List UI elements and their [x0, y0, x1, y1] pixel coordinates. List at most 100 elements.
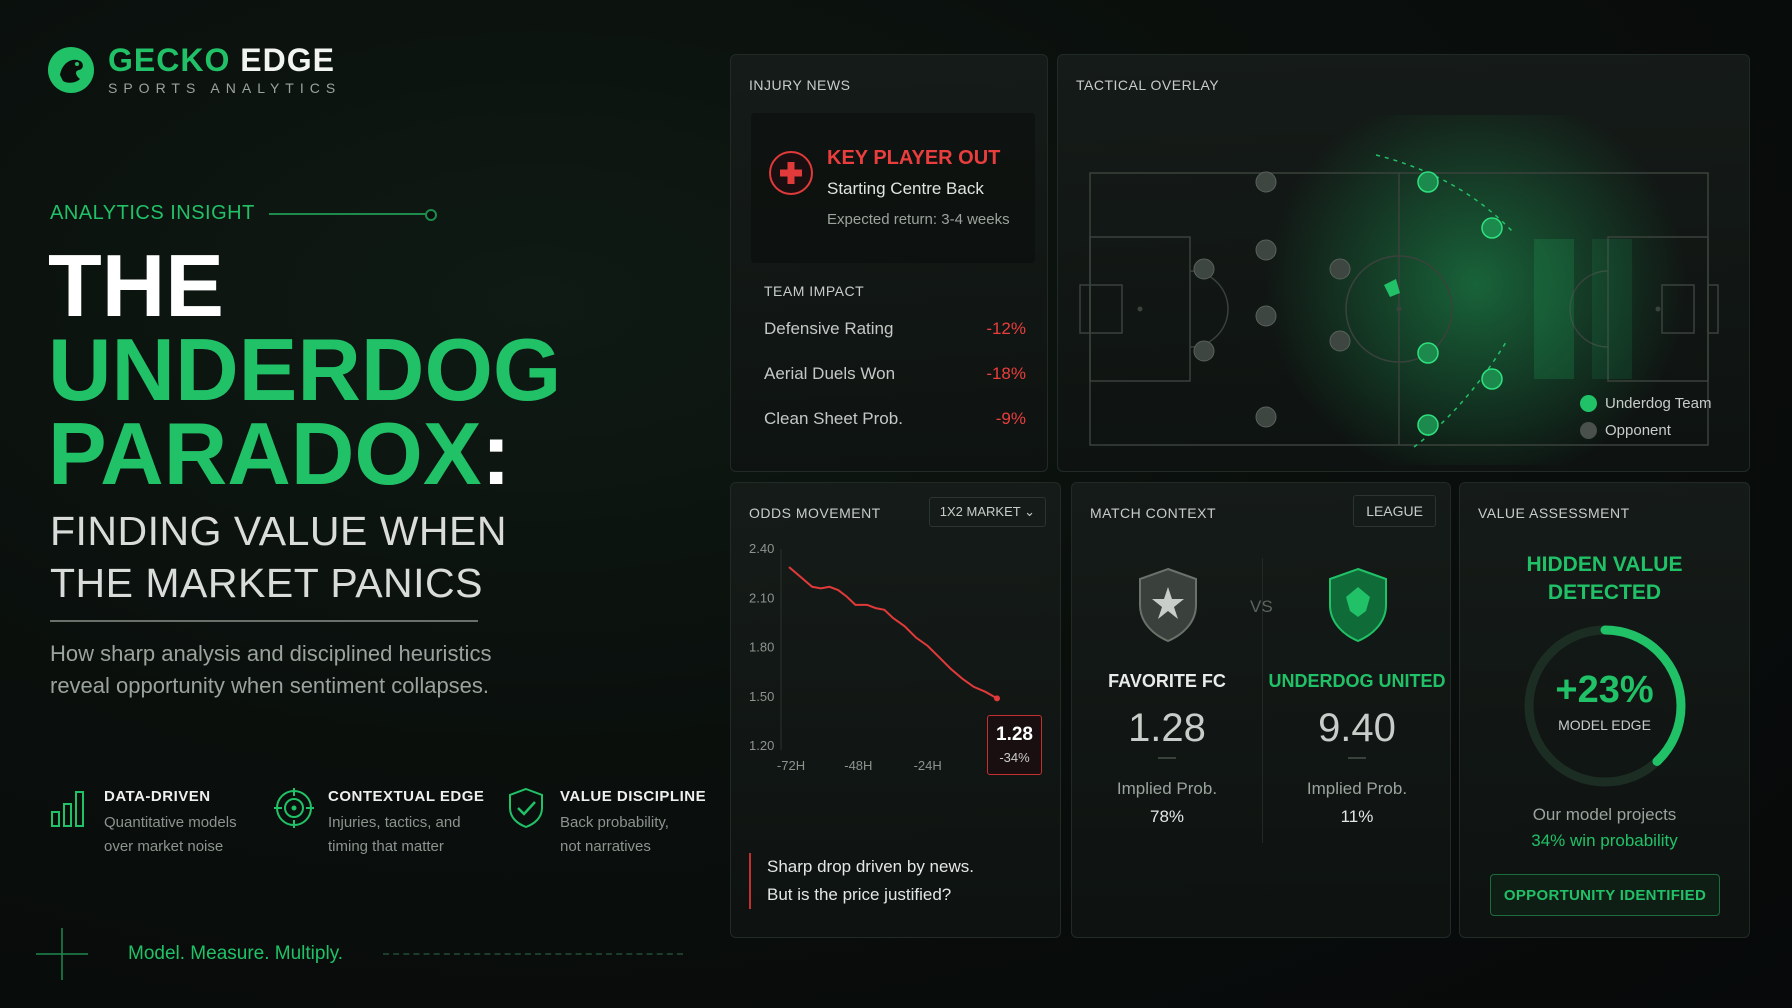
gauge-fill	[1524, 625, 1686, 787]
odds-underline	[1348, 757, 1366, 759]
eyebrow-line	[268, 208, 437, 221]
injury-alert-title: KEY PLAYER OUT	[827, 147, 1001, 169]
team-name: FAVORITE FC	[1108, 671, 1226, 691]
feature-title: DATA-DRIVEN	[104, 788, 211, 805]
match-divider	[1262, 558, 1263, 843]
x-tick-label: -72H	[777, 758, 805, 773]
odds-chart: 2.402.101.801.501.20-72H-48H-24HKO	[749, 541, 1006, 773]
subhead-line1: FINDING VALUE WHEN	[50, 508, 507, 554]
feature-text: Injuries, tactics, and timing that matte…	[328, 811, 484, 859]
impact-label: Clean Sheet Prob.	[764, 409, 903, 428]
brand-name: GECKO EDGE	[108, 44, 341, 76]
panel-title: TACTICAL OVERLAY	[1076, 77, 1220, 93]
impact-row: Defensive Rating -12%	[764, 319, 1026, 339]
value-headline-line1: HIDDEN VALUE	[1526, 553, 1683, 576]
impact-row: Clean Sheet Prob. -9%	[764, 409, 1026, 429]
y-tick-label: 2.10	[749, 590, 774, 605]
eyebrow-label: ANALYTICS INSIGHT	[50, 202, 255, 224]
headline-line3-text: PARADOX	[48, 404, 482, 503]
value-projection-line2: 34% win probability	[1531, 831, 1678, 850]
feature-text: Back probability, not narratives	[560, 811, 706, 859]
pressure-glow	[1266, 115, 1686, 465]
y-tick-label: 2.40	[749, 541, 774, 556]
injury-player-role: Starting Centre Back	[827, 179, 984, 198]
impact-row: Aerial Duels Won -18%	[764, 364, 1026, 384]
team-underdog: UNDERDOG UNITED 9.40 Implied Prob. 11%	[1262, 671, 1452, 827]
team-name: UNDERDOG UNITED	[1268, 671, 1446, 691]
tagline-text: Model. Measure. Multiply.	[128, 943, 344, 964]
panel-title: ODDS MOVEMENT	[749, 505, 881, 521]
tagline: Model. Measure. Multiply.	[36, 928, 684, 980]
legend-item: Underdog Team	[1580, 395, 1711, 412]
underdog-crest-icon	[1329, 567, 1387, 643]
brand: GECKO EDGE SPORTS ANALYTICS	[46, 44, 341, 96]
legend-item: Opponent	[1580, 422, 1711, 439]
odds-series-line	[788, 566, 998, 700]
feature-title: VALUE DISCIPLINE	[560, 788, 707, 805]
match-context-panel: MATCH CONTEXT LEAGUE VS FAVORITE FC 1.28…	[1071, 482, 1451, 938]
pitch-diagram	[1079, 115, 1719, 465]
league-badge[interactable]: LEAGUE	[1353, 495, 1436, 527]
x-tick-label: -48H	[844, 758, 872, 773]
implied-prob-label: Implied Prob.	[1116, 779, 1218, 798]
headline-line2: UNDERDOG	[48, 320, 562, 419]
odds-underline	[1158, 757, 1176, 759]
value-headline: HIDDEN VALUE DETECTED	[1460, 551, 1749, 607]
value-assessment-panel: VALUE ASSESSMENT HIDDEN VALUE DETECTED +…	[1459, 482, 1750, 938]
feature-value-discipline: VALUE DISCIPLINE Back probability, not n…	[506, 786, 706, 859]
injury-news-panel: INJURY NEWS KEY PLAYER OUT Starting Cent…	[730, 54, 1048, 472]
subhead: FINDING VALUE WHEN THE MARKET PANICS	[50, 505, 507, 609]
odds-callout-value: 1.28	[996, 724, 1033, 745]
y-tick-label: 1.20	[749, 738, 774, 753]
feature-line2: timing that matter	[328, 838, 444, 855]
opportunity-button[interactable]: OPPORTUNITY IDENTIFIED	[1490, 874, 1720, 916]
chevron-down-icon: ⌄	[1024, 504, 1035, 519]
tagline-dash	[383, 953, 684, 955]
feature-text: Quantitative models over market noise	[104, 811, 237, 859]
panel-title: MATCH CONTEXT	[1090, 505, 1217, 521]
impact-value: -9%	[995, 409, 1026, 428]
impact-label: Defensive Rating	[764, 319, 894, 338]
team-impact-title: TEAM IMPACT	[764, 283, 865, 299]
feature-data-driven: DATA-DRIVEN Quantitative models over mar…	[50, 786, 237, 859]
model-edge-gauge	[1524, 625, 1686, 787]
tactical-overlay-panel: TACTICAL OVERLAY	[1057, 54, 1750, 472]
crosshair-icon	[36, 928, 88, 980]
feature-line1: Back probability,	[560, 814, 669, 831]
target-icon	[274, 788, 314, 828]
vs-label: VS	[1250, 597, 1273, 616]
underdog-players	[1417, 171, 1503, 436]
impact-value: -12%	[986, 319, 1026, 338]
value-projection-line1: Our model projects	[1532, 805, 1677, 824]
gecko-logo-icon	[48, 47, 94, 93]
value-headline-line2: DETECTED	[1547, 581, 1662, 604]
team-odds: 9.40	[1318, 706, 1396, 750]
eyebrow: ANALYTICS INSIGHT	[50, 202, 437, 225]
market-dropdown[interactable]: 1X2 MARKET ⌄	[928, 497, 1046, 527]
legend-dot-opponent	[1580, 422, 1597, 439]
legend-label: Opponent	[1605, 422, 1671, 439]
feature-line2: not narratives	[560, 838, 651, 855]
team-favorite: FAVORITE FC 1.28 Implied Prob. 78%	[1072, 671, 1262, 827]
headline-line3: PARADOX:	[48, 410, 561, 498]
brand-name-part2: EDGE	[240, 42, 335, 78]
odds-note-line2: But is the price justified?	[767, 885, 952, 904]
medical-cross-icon	[769, 151, 813, 195]
market-dropdown-label: 1X2 MARKET	[939, 504, 1021, 519]
opponent-players	[1193, 171, 1351, 428]
ball-marker	[1384, 279, 1400, 297]
injury-return-estimate: Expected return: 3-4 weeks	[827, 211, 1010, 228]
implied-prob-value: 78%	[1149, 807, 1185, 826]
y-tick-label: 1.80	[749, 640, 774, 655]
hero-divider	[50, 620, 478, 622]
odds-callout: 1.28 -34%	[987, 715, 1042, 775]
model-edge-value: +23%	[1555, 669, 1654, 711]
y-tick-label: 1.50	[749, 689, 774, 704]
brand-subtitle: SPORTS ANALYTICS	[108, 80, 342, 96]
feature-title: CONTEXTUAL EDGE	[328, 788, 485, 805]
feature-line1: Injuries, tactics, and	[328, 814, 461, 831]
legend-dot-underdog	[1580, 395, 1597, 412]
impact-value: -18%	[986, 364, 1026, 383]
feature-contextual-edge: CONTEXTUAL EDGE Injuries, tactics, and t…	[274, 786, 484, 859]
headline-line1: THE	[48, 236, 224, 335]
